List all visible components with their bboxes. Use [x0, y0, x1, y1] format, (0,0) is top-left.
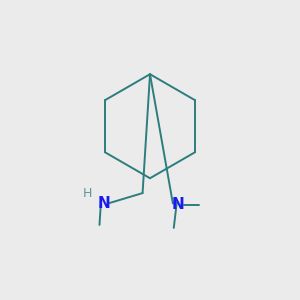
Text: H: H	[83, 187, 92, 200]
Text: N: N	[98, 196, 110, 211]
Text: N: N	[172, 197, 184, 212]
